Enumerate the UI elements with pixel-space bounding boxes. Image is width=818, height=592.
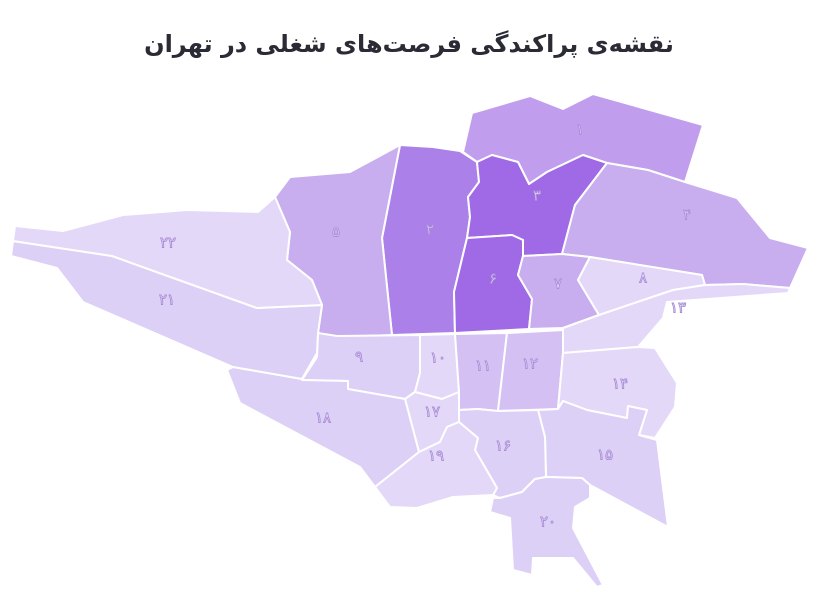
district-4-label: ۴ bbox=[683, 206, 691, 224]
district-22-label: ۲۲ bbox=[160, 234, 176, 252]
district-8-label: ۸ bbox=[639, 269, 647, 287]
district-16-label: ۱۶ bbox=[495, 437, 511, 455]
district-10[interactable] bbox=[414, 333, 460, 400]
district-5-label: ۵ bbox=[332, 223, 340, 241]
district-22-shape[interactable] bbox=[12, 196, 323, 309]
district-19-shape[interactable] bbox=[374, 421, 498, 509]
district-20[interactable] bbox=[489, 476, 604, 588]
district-19[interactable] bbox=[374, 421, 498, 509]
district-17-label: ۱۷ bbox=[424, 403, 440, 421]
district-13-label: ۱۳ bbox=[670, 299, 686, 317]
district-1-label: ۱ bbox=[576, 121, 584, 139]
district-10-label: ۱۰ bbox=[430, 349, 446, 367]
district-14-label: ۱۴ bbox=[612, 375, 628, 393]
district-11-label: ۱۱ bbox=[475, 357, 491, 375]
district-18-label: ۱۸ bbox=[315, 409, 331, 427]
district-13-shape[interactable] bbox=[562, 283, 791, 354]
district-3-label: ۳ bbox=[533, 187, 541, 205]
map-title: نقشه‌ی پراکندگی فرصت‌های شغلی در تهران bbox=[144, 30, 674, 58]
district-20-label: ۲۰ bbox=[540, 513, 556, 531]
district-13[interactable] bbox=[562, 283, 791, 354]
district-7-label: ۷ bbox=[554, 275, 562, 293]
district-2-label: ۲ bbox=[426, 221, 434, 239]
district-20-shape[interactable] bbox=[489, 476, 604, 588]
district-15-label: ۱۵ bbox=[597, 446, 613, 464]
district-12-label: ۱۲ bbox=[522, 355, 538, 373]
district-10-shape[interactable] bbox=[414, 333, 460, 400]
district-21-label: ۲۱ bbox=[159, 291, 175, 309]
district-9-label: ۹ bbox=[355, 348, 363, 366]
district-22[interactable] bbox=[12, 196, 323, 309]
district-6-label: ۶ bbox=[489, 270, 497, 288]
district-19-label: ۱۹ bbox=[428, 447, 444, 465]
